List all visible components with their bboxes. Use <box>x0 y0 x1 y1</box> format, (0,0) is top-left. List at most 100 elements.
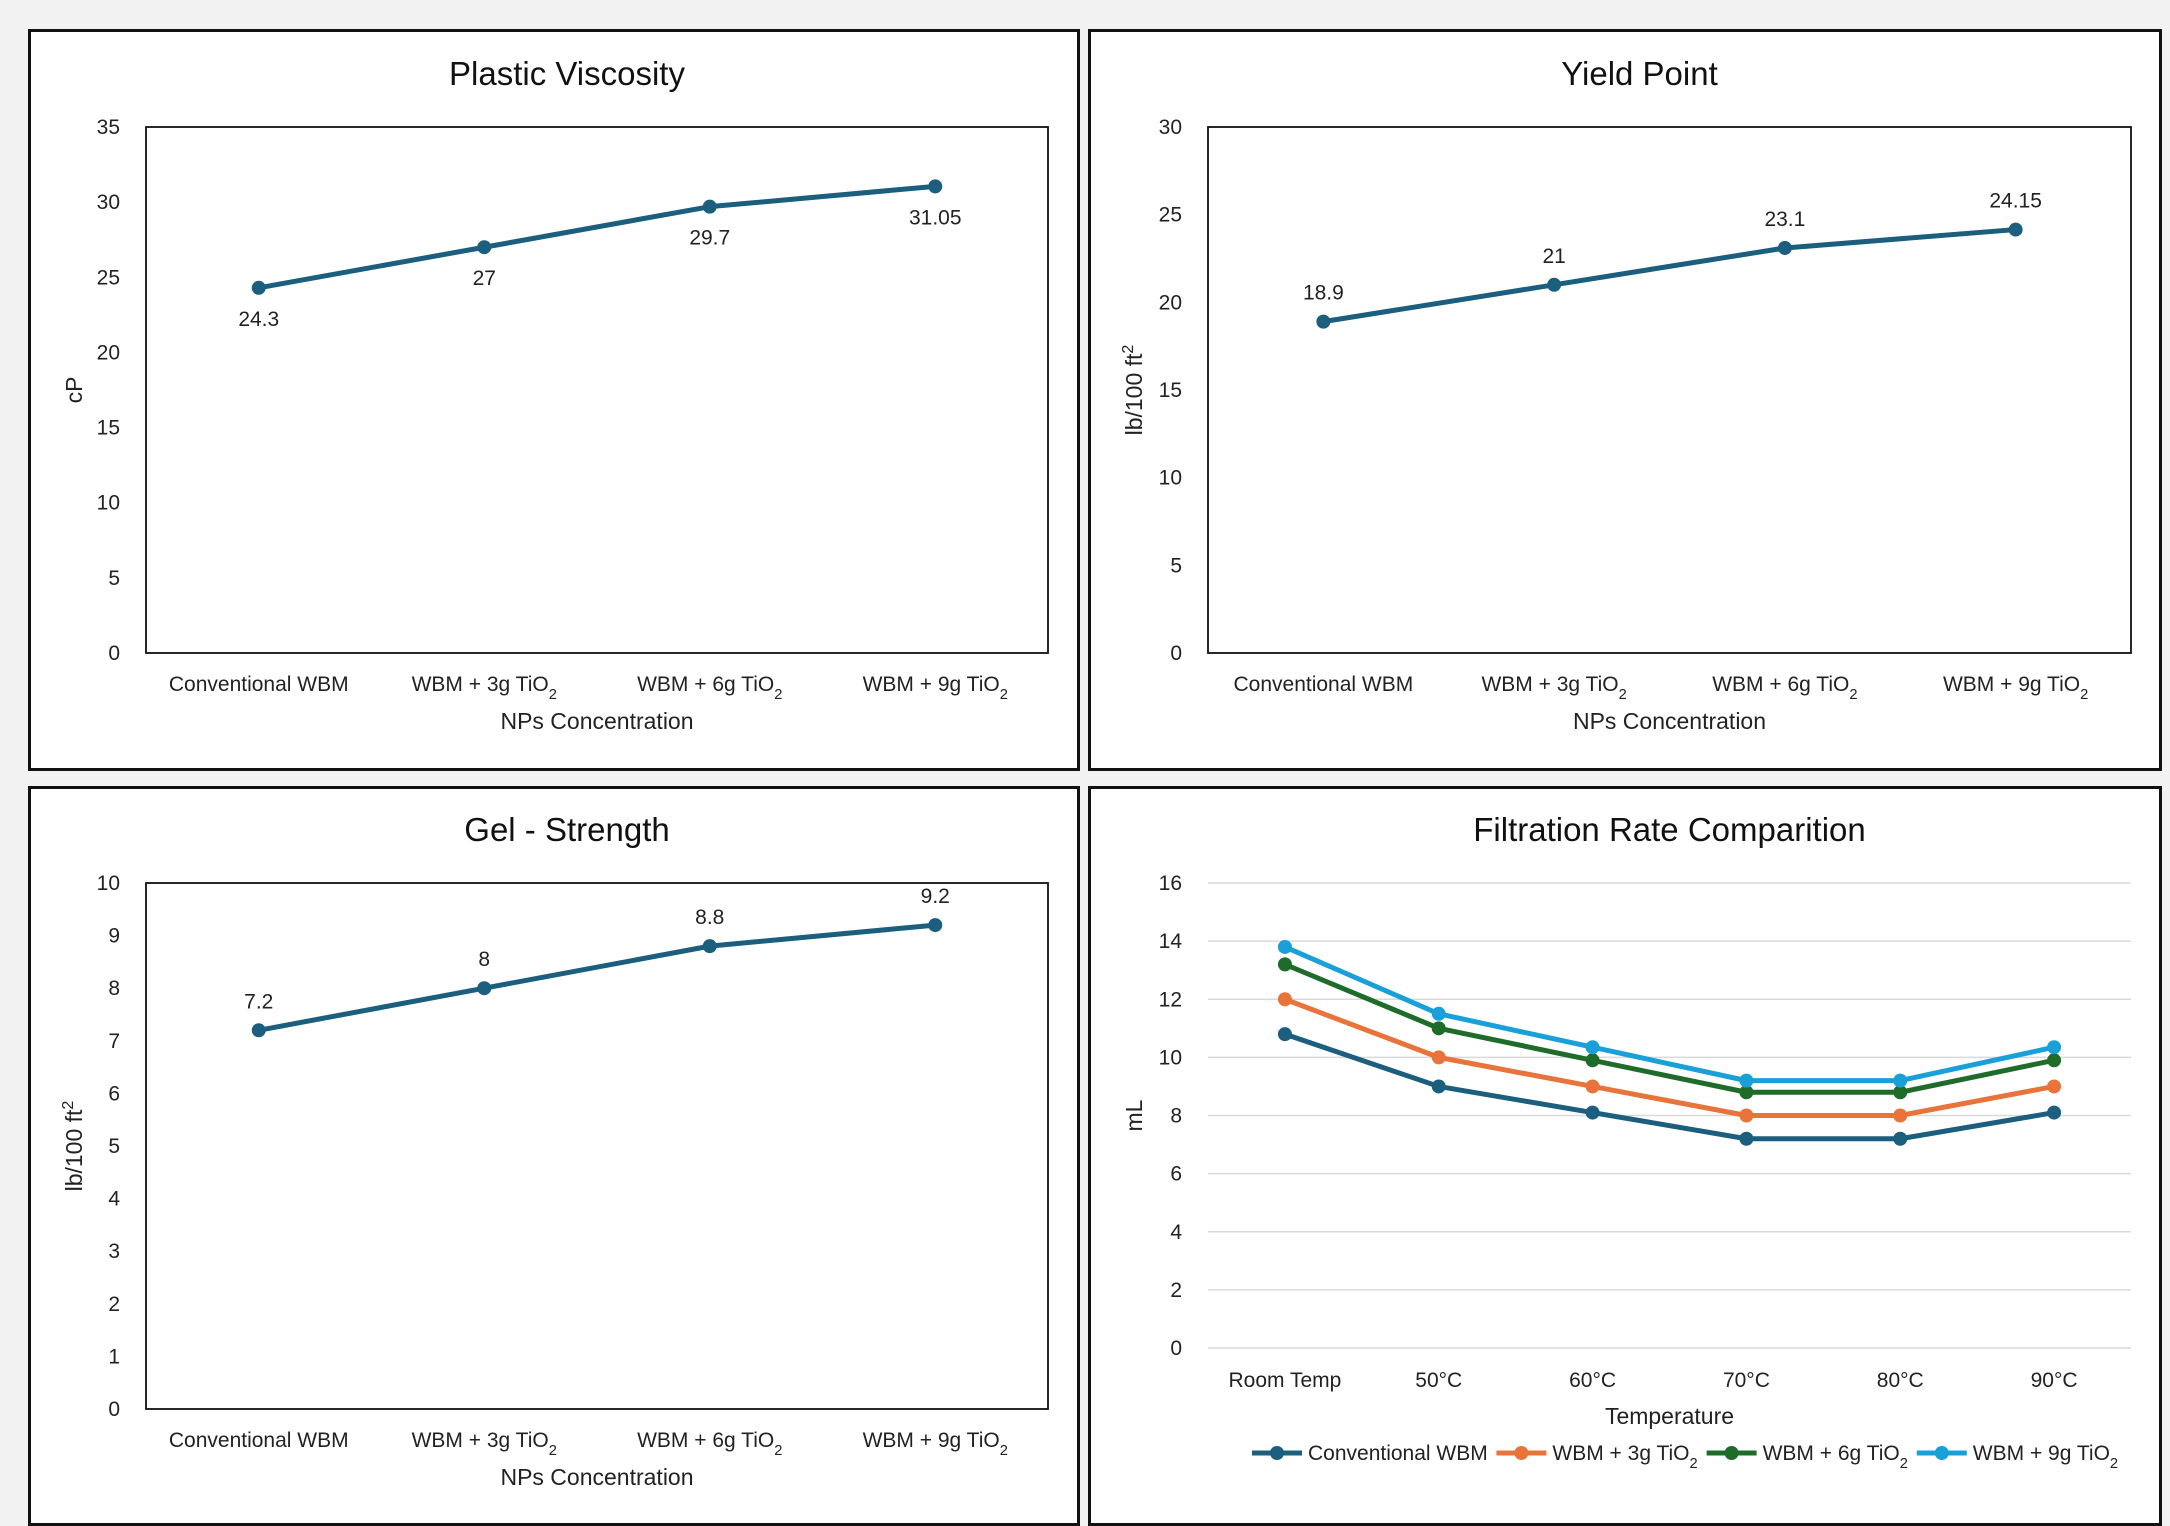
series-line <box>1282 996 2057 1118</box>
x-tick-label: WBM + 6g TiO2 <box>1712 673 1857 703</box>
y-axis-title: lb/100 ft2 <box>59 1101 87 1192</box>
series-line <box>1282 961 2057 1095</box>
data-point <box>1277 1027 1292 1042</box>
x-tick-label: WBM + 6g TiO2 <box>637 673 782 703</box>
chart-title: Yield Point <box>1561 55 1718 92</box>
y-tick-label: 10 <box>1159 1046 1182 1069</box>
data-point <box>1547 277 1562 292</box>
data-point <box>1585 1105 1600 1120</box>
y-tick-label: 9 <box>108 925 120 948</box>
legend-label: WBM + 3g TiO2 <box>1552 1442 1697 1472</box>
x-tick-label: Room Temp <box>1229 1369 1342 1392</box>
legend-marker <box>1514 1446 1529 1460</box>
y-tick-label: 20 <box>1159 291 1182 314</box>
x-axis-title: NPs Concentration <box>500 1464 693 1490</box>
data-point <box>1739 1073 1754 1088</box>
y-tick-label: 0 <box>108 642 120 665</box>
legend-marker <box>1724 1446 1739 1460</box>
y-tick-label: 0 <box>108 1398 120 1421</box>
data-label: 24.3 <box>238 308 279 331</box>
legend-marker <box>1934 1446 1949 1460</box>
data-point <box>928 179 943 194</box>
y-tick-label: 7 <box>108 1030 120 1053</box>
x-tick-label: 50°C <box>1415 1369 1462 1392</box>
data-point <box>1277 992 1292 1007</box>
data-point <box>1277 957 1292 972</box>
plot-area-frame <box>1207 126 2132 654</box>
y-tick-label: 20 <box>97 341 120 364</box>
chart-panel-filtration-rate: Filtration Rate Comparition 0 2 4 6 8 10 12 14 16… <box>1088 786 2162 1526</box>
y-tick-label: 10 <box>97 872 120 895</box>
y-axis-title: mL <box>1121 1099 1147 1131</box>
y-tick-label: 3 <box>108 1240 120 1263</box>
y-tick-label: 10 <box>1159 467 1182 490</box>
y-tick-label: 4 <box>108 1188 120 1211</box>
x-tick-label: WBM + 3g TiO2 <box>412 673 557 703</box>
series-line <box>1320 227 2019 325</box>
y-tick-label: 14 <box>1159 930 1183 953</box>
chart-svg: Filtration Rate Comparition 0 2 4 6 8 10 12 14 16… <box>1121 811 2131 1472</box>
data-point <box>1739 1085 1754 1100</box>
data-point <box>1585 1079 1600 1094</box>
data-point <box>2008 222 2023 237</box>
chart-panel-plastic-viscosity: Plastic Viscosity 0 5 10 15 20 25 30 35 Conventio… <box>28 29 1080 771</box>
x-tick-label: 70°C <box>1723 1369 1770 1392</box>
y-tick-label: 2 <box>108 1293 120 1316</box>
x-tick-label: 90°C <box>2031 1369 2078 1392</box>
x-axis-title: Temperature <box>1605 1403 1734 1429</box>
series-line <box>1282 944 2057 1084</box>
data-point <box>1893 1131 1908 1146</box>
y-tick-label: 15 <box>97 417 120 440</box>
x-tick-label: WBM + 9g TiO2 <box>1943 673 2088 703</box>
y-tick-label: 15 <box>1159 379 1182 402</box>
y-tick-label: 30 <box>1159 116 1182 139</box>
y-tick-label: 35 <box>97 116 120 139</box>
x-tick-label: Conventional WBM <box>1234 673 1414 696</box>
data-point <box>2047 1105 2062 1120</box>
y-tick-label: 5 <box>108 567 120 590</box>
y-tick-label: 5 <box>1170 554 1182 577</box>
x-tick-label: WBM + 9g TiO2 <box>863 1429 1008 1459</box>
data-point <box>2047 1040 2062 1055</box>
data-point <box>702 939 717 954</box>
legend-label: WBM + 6g TiO2 <box>1763 1442 1908 1472</box>
x-tick-label: Conventional WBM <box>169 1429 349 1452</box>
y-axis-title: lb/100 ft2 <box>1119 345 1147 436</box>
y-tick-label: 8 <box>108 977 120 1000</box>
x-tick-label: WBM + 6g TiO2 <box>637 1429 782 1459</box>
y-tick-label: 12 <box>1159 988 1182 1011</box>
legend-item: WBM + 9g TiO2 <box>1916 1442 2118 1472</box>
data-label: 7.2 <box>244 990 273 1013</box>
x-tick-label: Conventional WBM <box>169 673 349 696</box>
y-tick-label: 16 <box>1159 872 1182 895</box>
x-axis-title: NPs Concentration <box>500 708 693 734</box>
data-label: 18.9 <box>1303 282 1344 305</box>
y-tick-label: 6 <box>108 1082 120 1105</box>
x-tick-label: WBM + 3g TiO2 <box>412 1429 557 1459</box>
chart-title: Filtration Rate Comparition <box>1473 811 1866 848</box>
data-label: 27 <box>473 267 496 290</box>
data-label: 23.1 <box>1764 208 1805 231</box>
data-point <box>1893 1073 1908 1088</box>
data-label: 31.05 <box>909 206 962 229</box>
data-point <box>1585 1040 1600 1055</box>
y-tick-label: 2 <box>1170 1279 1182 1302</box>
chart-panel-yield-point: Yield Point 0 5 10 15 20 25 30 Conventional WBM W… <box>1088 29 2162 771</box>
data-point <box>1893 1108 1908 1123</box>
data-label: 8 <box>478 948 490 971</box>
legend-item: WBM + 6g TiO2 <box>1706 1442 1908 1472</box>
chart-panel-gel-strength: Gel - Strength 0 1 2 3 4 5 6 7 8 9 10 Conventional W… <box>28 786 1080 1526</box>
data-point <box>1739 1131 1754 1146</box>
chart-svg: Plastic Viscosity 0 5 10 15 20 25 30 35 Conventio… <box>61 55 1049 734</box>
data-point <box>251 280 266 295</box>
data-point <box>1777 240 1792 255</box>
data-point <box>251 1023 266 1038</box>
y-tick-label: 5 <box>108 1135 120 1158</box>
legend-label: WBM + 9g TiO2 <box>1973 1442 2118 1472</box>
chart-title: Plastic Viscosity <box>449 55 685 92</box>
data-point <box>1739 1108 1754 1123</box>
y-tick-label: 25 <box>97 266 120 289</box>
data-label: 24.15 <box>1989 190 2042 213</box>
chart-svg: Gel - Strength 0 1 2 3 4 5 6 7 8 9 10 Conventional W… <box>59 811 1049 1490</box>
data-label: 8.8 <box>695 906 724 929</box>
